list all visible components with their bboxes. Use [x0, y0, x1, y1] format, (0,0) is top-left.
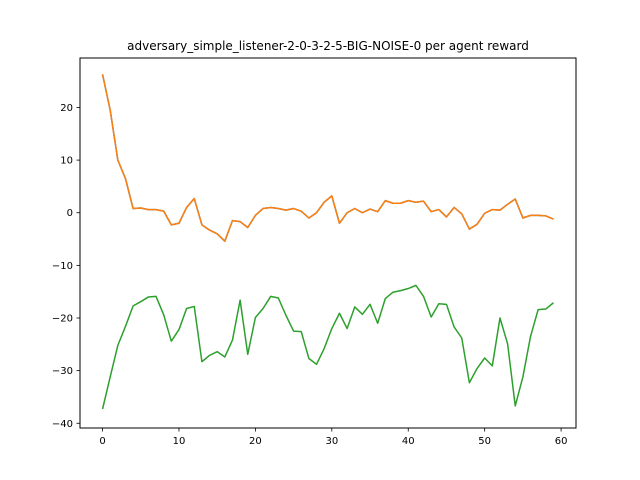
y-tick-label: 20 [60, 103, 73, 114]
x-tick-label: 40 [402, 436, 415, 447]
y-tick-label: 0 [67, 208, 73, 219]
plot-lines [101, 74, 554, 410]
y-tick-label: −20 [52, 314, 73, 325]
x-tick-label: 30 [325, 436, 338, 447]
series-line-2 [101, 74, 554, 242]
x-tick-label: 60 [555, 436, 568, 447]
y-axis: −40 −30 −20 −10 0 10 20 [52, 103, 80, 430]
chart-title: adversary_simple_listener-2-0-3-2-5-BIG-… [127, 39, 529, 53]
x-tick-label: 10 [173, 436, 186, 447]
x-tick-label: 50 [478, 436, 491, 447]
x-tick-label: 20 [249, 436, 262, 447]
plot-frame [79, 57, 577, 429]
series-line-3 [101, 284, 554, 410]
series-line-1 [101, 74, 554, 242]
x-axis: 0 10 20 30 40 50 60 [99, 428, 567, 447]
y-tick-label: 10 [60, 156, 73, 167]
x-tick-label: 0 [99, 436, 105, 447]
y-tick-label: −30 [52, 366, 73, 377]
y-tick-label: −40 [52, 419, 73, 430]
y-tick-label: −10 [52, 261, 73, 272]
